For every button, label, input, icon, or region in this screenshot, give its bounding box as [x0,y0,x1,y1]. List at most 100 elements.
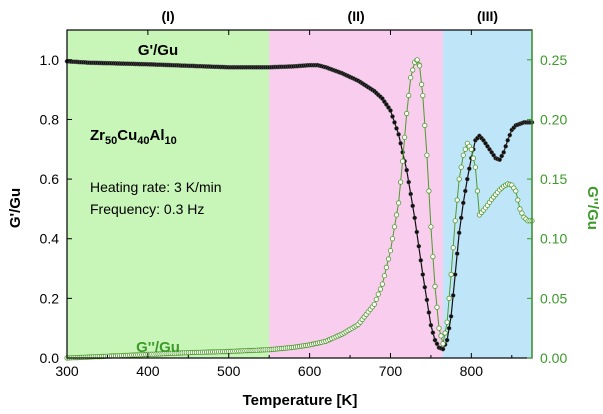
region-3-label: (III) [477,8,498,24]
gprime-point [450,293,456,298]
gprime-point [424,297,430,303]
gprime-point [462,188,468,194]
region-labels: (I) (II) (III) [161,8,498,24]
gprime-point [408,191,414,197]
y2-tick-label: 0.05 [540,290,567,306]
gprime-point [499,153,505,159]
gprime-point [507,132,513,138]
gprime-point [428,322,434,328]
y-tick-label: 0.4 [40,231,60,247]
y2-tick-label: 0.25 [540,52,567,68]
gdouble-point [440,341,446,347]
x-tick-label: 500 [217,363,241,379]
gdouble-point [383,264,389,270]
gprime-point [412,215,418,221]
gprime-point [446,325,452,331]
gprime-point [505,137,511,143]
gprime-point [464,176,470,182]
plot-frame [66,29,533,359]
gdouble-point [420,93,426,99]
y2-tick-label: 0.20 [540,111,567,127]
gdouble-point [393,212,400,218]
y-axis-ticks: 0.0 0.2 0.4 0.6 0.8 1.0 [40,52,72,366]
gdouble-point [519,210,525,216]
gprime-point [400,149,405,155]
gdouble-point [458,164,464,170]
x-tick-label: 800 [460,363,484,379]
gdouble-point [432,283,438,289]
alloy-composition: Zr50Cu40Al10 [90,127,177,147]
y2-tick-label: 0.10 [540,231,567,247]
gprime-point [456,230,462,236]
gprime-point [416,243,422,249]
gdouble-point [468,146,474,152]
gdouble-curve-label: G''/Gu [136,339,180,356]
gprime-point [458,215,464,221]
gprime-point [452,272,458,277]
gprime-point [418,257,424,263]
x-tick-label: 700 [379,363,403,379]
x-tick-label: 300 [55,363,79,379]
gprime-point [448,313,454,319]
x-tick-label: 400 [136,363,160,379]
alloy-n1: 50 [105,135,117,147]
gdouble-point [515,197,521,203]
gdouble-point [460,152,466,158]
gdouble-point [418,81,425,88]
gdouble-point [381,273,387,279]
y-tick-label: 0.2 [40,290,60,306]
gdouble-point [446,295,452,301]
gdouble-point [375,291,381,297]
gdouble-point [379,281,385,287]
gdouble-point [387,248,394,254]
gdouble-point [399,158,406,164]
gprime-point [390,114,395,119]
gdouble-point [408,75,414,81]
gdouble-point [410,67,416,73]
gprime-point [432,337,438,343]
gdouble-point [450,245,456,251]
gdouble-point [454,197,460,203]
gprime-curve-label: G'/Gu [138,42,178,59]
region-3-background [443,30,532,358]
y-tick-label: 0.0 [40,350,60,366]
gprime-point [392,120,397,125]
x-axis-ticks: 300 400 500 600 700 800 [55,30,513,379]
region-2-background [269,30,444,358]
gdouble-point [452,218,458,224]
gdouble-series [64,57,535,361]
gdouble-point [424,152,430,158]
gdouble-point [371,301,377,307]
gdouble-point [414,57,420,63]
x-axis-title: Temperature [K] [243,392,358,409]
gdouble-point [426,188,432,194]
gdouble-point [456,176,462,182]
gprime-point [444,337,450,343]
gprime-point [396,132,401,137]
gprime-point [388,108,393,113]
gdouble-point [444,319,450,325]
gdouble-point [395,200,402,206]
region-1-label: (I) [161,8,174,24]
gprime-point [501,149,507,155]
gprime-point [404,167,410,173]
gprime-point [454,251,460,256]
y-tick-label: 0.6 [40,171,60,187]
gdouble-point [474,188,480,194]
gprime-point [414,229,420,235]
y-tick-label: 0.8 [40,111,60,127]
gdouble-point [401,134,408,140]
gprime-point [420,272,426,277]
gprime-point [434,341,440,347]
gdouble-point [391,224,398,230]
alloy-n2: 40 [137,135,149,147]
y-tick-label: 1.0 [40,52,60,68]
gdouble-point [428,224,434,230]
gdouble-point [416,63,423,69]
gprime-point [398,140,403,146]
y2-tick-label: 0.00 [540,350,567,366]
gdouble-point [377,286,383,292]
gprime-point [406,179,412,185]
gdouble-point [462,146,468,152]
